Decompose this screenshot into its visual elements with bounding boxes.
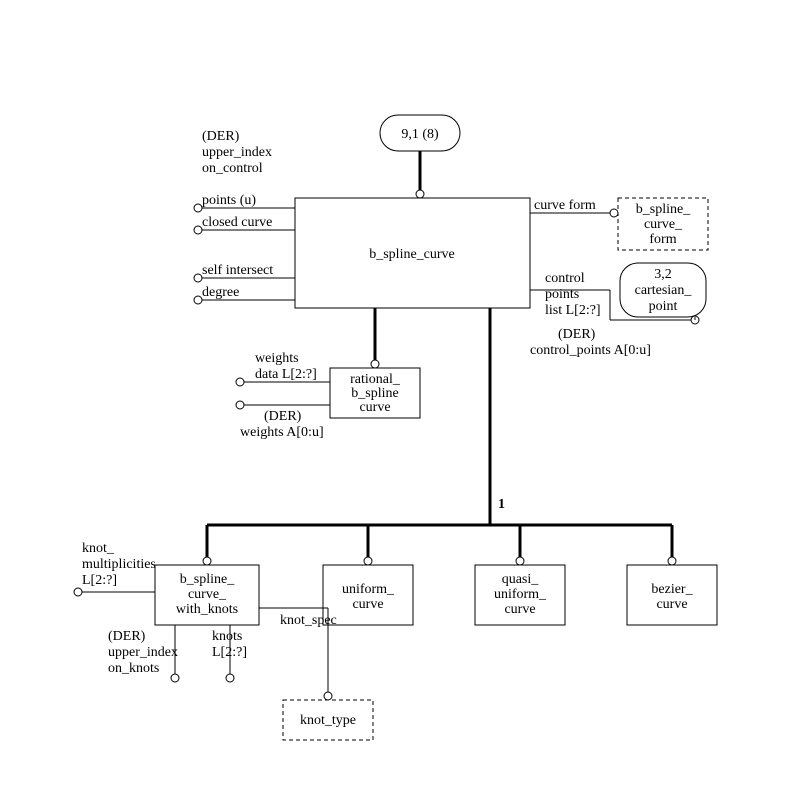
- circle-self-intersect: [194, 274, 202, 282]
- label-upper-index-1: upper_index: [202, 145, 272, 160]
- node-quasi-l3: curve: [504, 602, 535, 617]
- node-uniform-l2: curve: [352, 597, 383, 612]
- node-bezier-l1: bezier_: [651, 582, 693, 597]
- label-uik-der: (DER): [108, 629, 146, 644]
- circle-knot-spec: [324, 692, 332, 700]
- edge-top-circle: [416, 190, 424, 198]
- label-one: 1: [498, 497, 505, 512]
- circle-uik: [171, 674, 179, 682]
- label-degree: degree: [202, 285, 239, 300]
- circle-knot-mult: [74, 588, 82, 596]
- label-knot-mult-3: L[2:?]: [82, 573, 117, 588]
- node-bspline-curve-label: b_spline_curve: [369, 247, 455, 262]
- label-self-intersect: self intersect: [202, 263, 273, 278]
- circle-rational: [371, 360, 379, 368]
- label-uik-1: upper_index: [108, 645, 178, 660]
- circle-degree: [194, 296, 202, 304]
- node-rational-l3: curve: [359, 400, 390, 415]
- node-cwk-l2: curve_: [188, 587, 227, 602]
- node-cwk-l1: b_spline_: [180, 572, 235, 587]
- circle-knots: [203, 557, 211, 565]
- label-knots-2: L[2:?]: [212, 645, 247, 660]
- label-knot-mult-1: knot_: [82, 541, 115, 556]
- circle-quasi: [516, 557, 524, 565]
- node-quasi-l2: uniform_: [494, 587, 547, 602]
- node-knot-type-label: knot_type: [300, 713, 356, 728]
- label-upper-index-2: on_control: [202, 161, 263, 176]
- label-weights-der: (DER): [264, 409, 302, 424]
- label-control-points-2: points: [545, 287, 579, 302]
- label-curve-form: curve form: [534, 198, 596, 213]
- circle-weights-au: [236, 401, 244, 409]
- circle-knots-attr: [226, 674, 234, 682]
- label-der-upper-index: (DER): [202, 129, 240, 144]
- circle-upper-index: [194, 204, 202, 212]
- label-weights-1: weights: [255, 351, 299, 366]
- node-curve-form-l1: b_spline_: [636, 202, 691, 217]
- node-cartesian-point-l1: 3,2: [654, 267, 672, 282]
- circle-closed-curve: [194, 226, 202, 234]
- label-knots-1: knots: [212, 629, 242, 644]
- node-curve-form-l3: form: [649, 232, 676, 247]
- node-bezier-l2: curve: [656, 597, 687, 612]
- node-rational-l2: b_spline: [351, 386, 398, 401]
- circle-curve-form: [610, 209, 618, 217]
- circle-bezier: [668, 557, 676, 565]
- label-knot-mult-2: multiplicities: [82, 557, 156, 572]
- label-closed-curve: closed curve: [202, 215, 272, 230]
- label-weights-au: weights A[0:u]: [240, 425, 324, 440]
- diagram-svg: 9,1 (8) b_spline_curve (DER) upper_index…: [0, 0, 791, 806]
- node-cartesian-point-l2: cartesian_: [635, 283, 693, 298]
- node-uniform-l1: uniform_: [342, 582, 395, 597]
- node-rational-l1: rational_: [350, 372, 401, 387]
- circle-weights-data: [236, 378, 244, 386]
- node-quasi-l1: quasi_: [502, 572, 540, 587]
- label-control-points-au: control_points A[0:u]: [530, 343, 651, 358]
- label-control-points-3: list L[2:?]: [545, 303, 601, 318]
- node-cartesian-point-l3: point: [649, 299, 678, 314]
- label-uik-2: on_knots: [108, 661, 159, 676]
- node-top-ref-label: 9,1 (8): [401, 127, 439, 142]
- label-control-points-1: control: [545, 271, 585, 286]
- label-control-points-der: (DER): [558, 327, 596, 342]
- node-cwk-l3: with_knots: [176, 602, 238, 617]
- node-curve-form-l2: curve_: [644, 217, 683, 232]
- label-weights-2: data L[2:?]: [255, 367, 317, 382]
- circle-uniform: [364, 557, 372, 565]
- label-upper-index-3: points (u): [202, 193, 256, 208]
